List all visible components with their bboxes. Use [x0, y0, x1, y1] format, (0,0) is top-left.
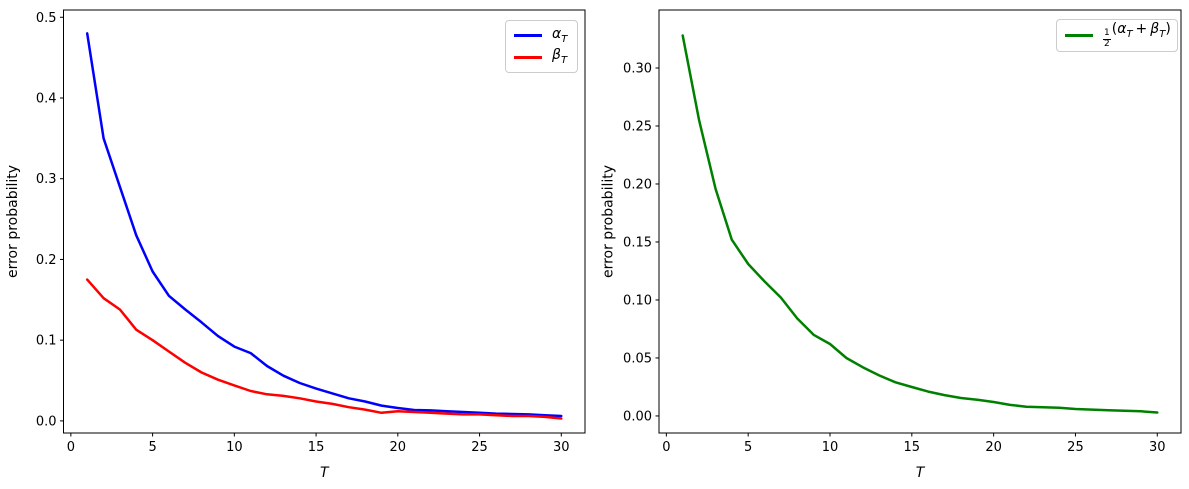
close-paren: ) [1165, 20, 1171, 37]
legend-entry-alpha: αT [514, 25, 569, 47]
x-tick-label: 25 [1067, 440, 1084, 455]
mean-line-swatch [1065, 34, 1093, 37]
y-tick-label: 0.00 [623, 409, 652, 424]
y-tick-label: 0.0 [36, 414, 57, 429]
beta-line-swatch [514, 55, 542, 59]
y-tick-label: 0.30 [623, 61, 652, 76]
legend-entry-beta: βT [514, 47, 569, 69]
x-tick-label: 20 [985, 440, 1002, 455]
alpha-symbol: α [552, 25, 562, 42]
axes-frame [658, 9, 1182, 434]
alpha-subscript: T [561, 33, 568, 45]
plus-sign: + [1135, 20, 1148, 37]
alpha-line-swatch [514, 34, 542, 38]
x-tick-label: 25 [471, 440, 488, 455]
beta-symbol: β [1150, 20, 1160, 37]
x-tick-label: 5 [148, 440, 156, 455]
y-tick-label: 0.2 [36, 253, 57, 268]
y-tick-label: 0.1 [36, 334, 57, 349]
y-tick-label: 0.10 [623, 293, 652, 308]
alpha-symbol: α [1117, 20, 1127, 37]
x-tick-label: 15 [904, 440, 921, 455]
x-tick-label: 10 [226, 440, 243, 455]
x-tick-label: 0 [67, 440, 75, 455]
beta-subscript: T [1159, 28, 1166, 40]
legend-left: αT βT [505, 20, 578, 73]
y-tick-label: 0.15 [623, 235, 652, 250]
y-tick-label: 0.3 [36, 172, 57, 187]
y-tick-label: 0.05 [623, 351, 652, 366]
x-tick-label: 30 [1149, 440, 1166, 455]
x-tick-label: 5 [744, 440, 752, 455]
axes-frame [63, 9, 586, 434]
right-plot: 0 5 10 15 20 25 30 0.00 0.05 0.10 0.15 0.20 0.25 0.30… [601, 9, 1182, 481]
mean-line [681, 34, 1159, 414]
alpha-subscript: T [1126, 28, 1133, 40]
x-tick-label: 30 [553, 440, 570, 455]
x-axis-label: T [916, 465, 926, 481]
x-tick-label: 10 [822, 440, 839, 455]
y-tick-label: 0.20 [623, 177, 652, 192]
y-tick-label: 0.5 [36, 11, 57, 26]
y-tick-label: 0.4 [36, 91, 57, 106]
y-axis-label: error probability [5, 165, 21, 278]
beta-subscript: T [560, 55, 568, 67]
beta-symbol: β [552, 47, 561, 64]
x-tick-label: 20 [390, 440, 407, 455]
legend-entry-mean: 1 2 (αT + βT) [1065, 22, 1171, 50]
fraction-numerator: 1 [1104, 27, 1110, 38]
x-tick-label: 0 [662, 440, 670, 455]
mean-legend-label: 1 2 (αT + βT) [1103, 22, 1171, 50]
beta-legend-label: βT [552, 48, 567, 66]
legend-right: 1 2 (αT + βT) [1056, 19, 1178, 52]
y-tick-label: 0.25 [623, 119, 652, 134]
x-axis-label: T [320, 465, 330, 481]
x-tick-label: 15 [308, 440, 325, 455]
fraction-denominator: 2 [1103, 38, 1111, 49]
beta-line [85, 278, 563, 420]
y-axis-label: error probability [601, 165, 617, 278]
alpha-line [85, 32, 563, 418]
alpha-legend-label: αT [552, 27, 567, 45]
open-paren: ( [1111, 20, 1118, 37]
